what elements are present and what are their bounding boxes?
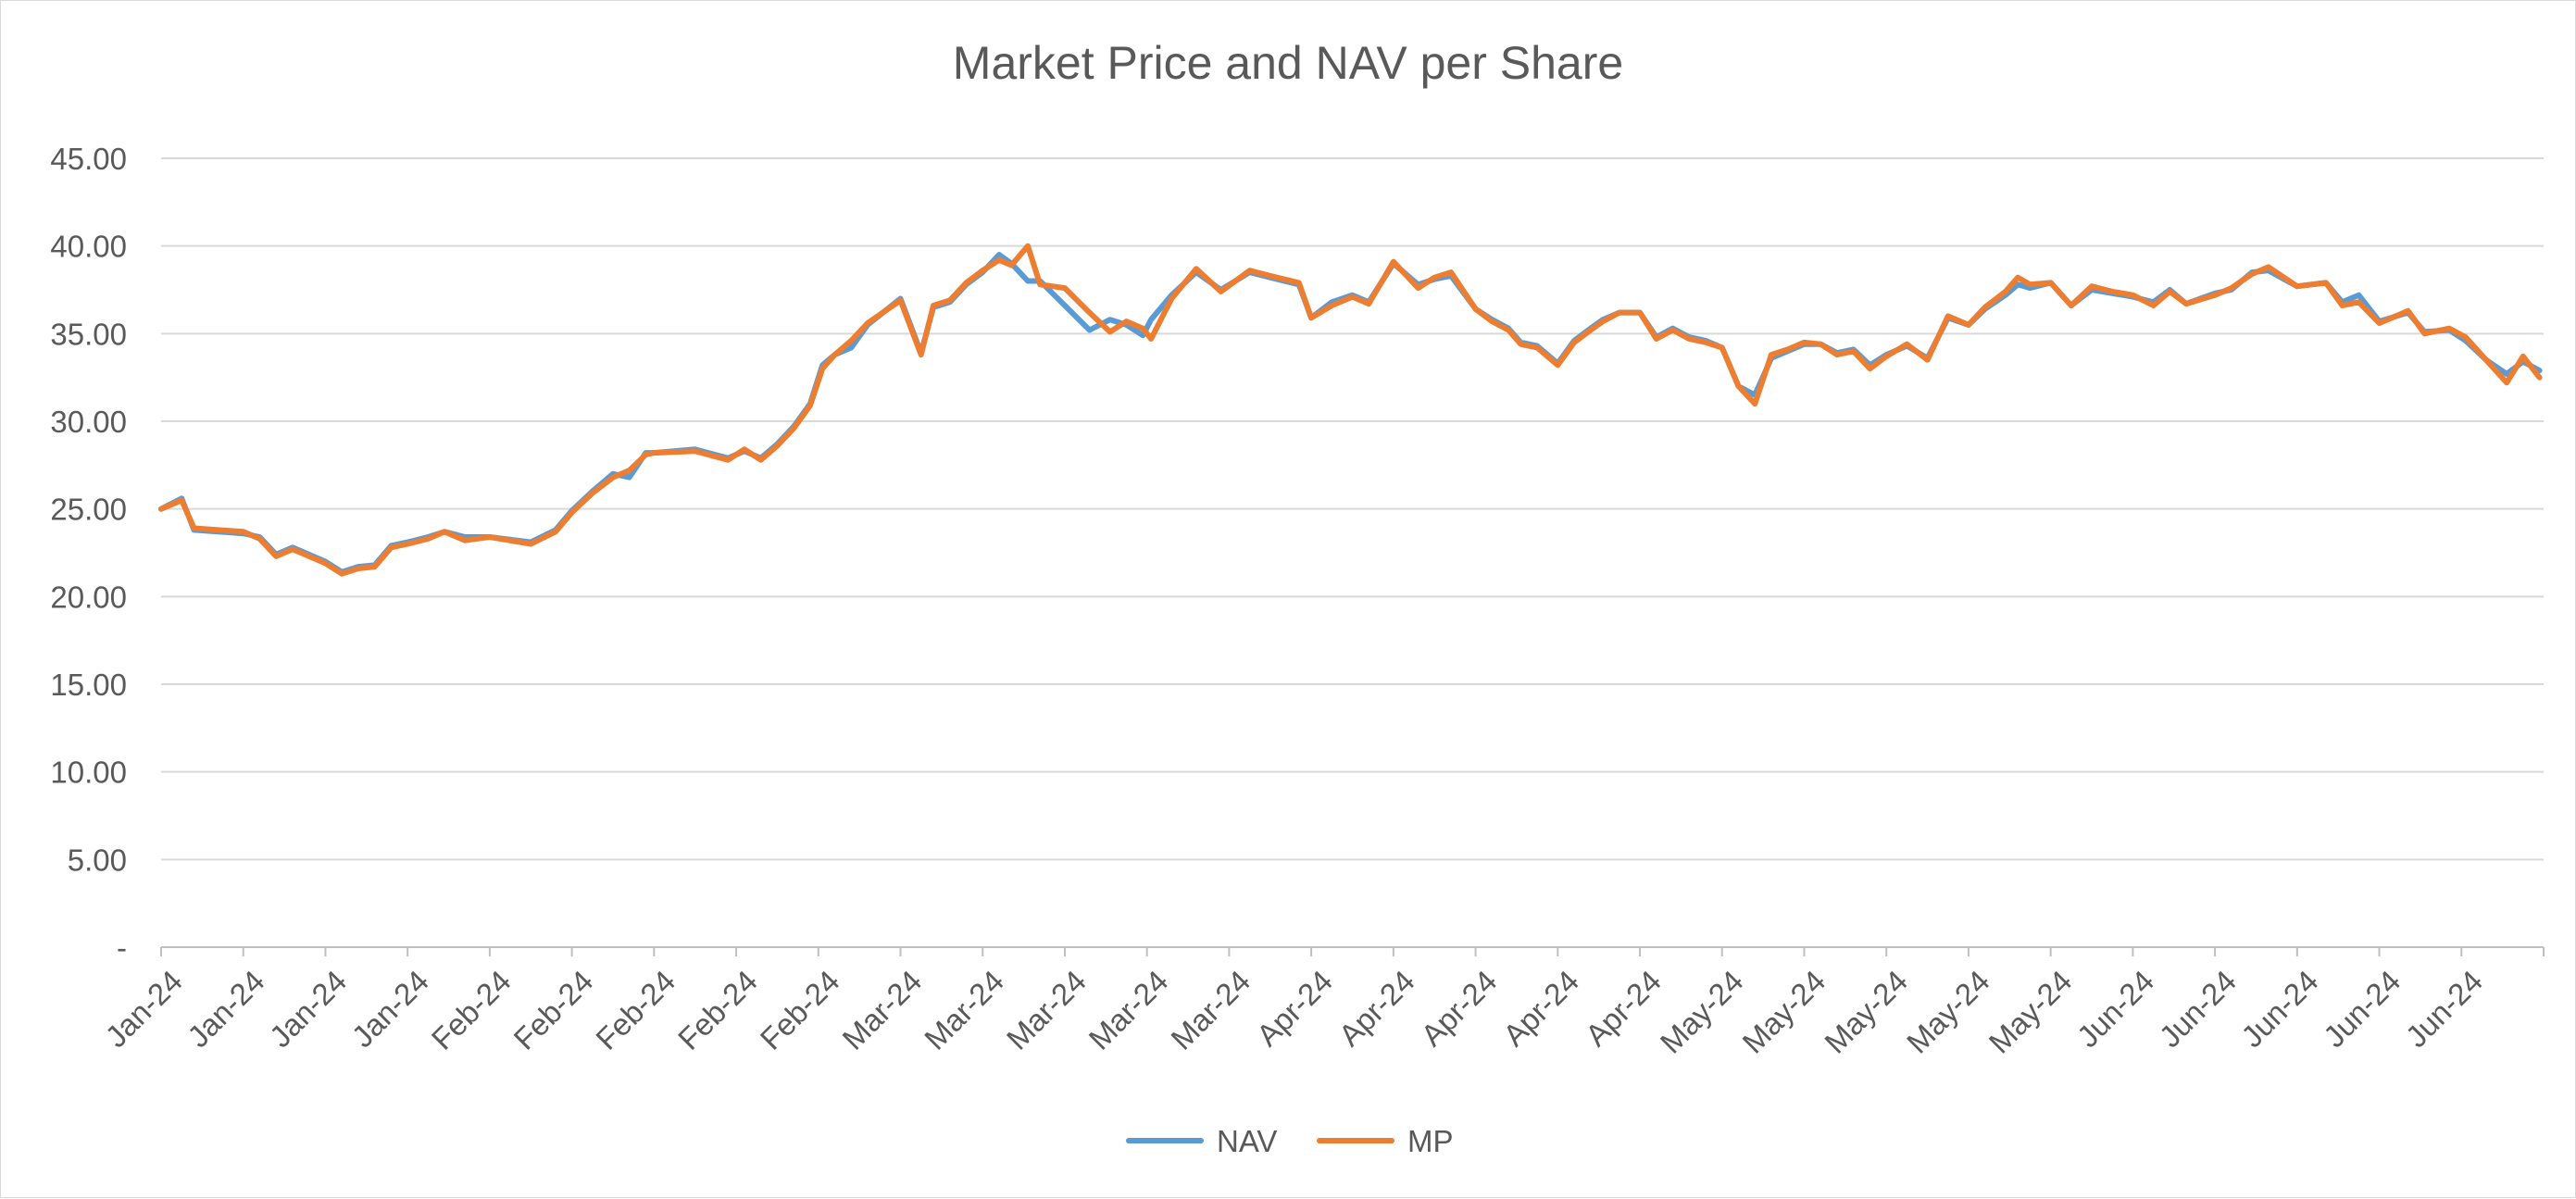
legend-label-nav: NAV [1217, 1124, 1277, 1158]
x-tick-label: Mar-24 [1000, 964, 1093, 1056]
x-tick-label: Mar-24 [835, 964, 928, 1056]
x-tick-label: Feb-24 [589, 964, 682, 1056]
series-line-mp [158, 243, 2543, 577]
y-tick-label: 35.00 [50, 317, 127, 351]
y-tick-label: 45.00 [50, 142, 127, 176]
x-axis-ticks: Jan-24Jan-24Jan-24Jan-24Feb-24Feb-24Feb-… [98, 964, 2489, 1060]
x-tick-label: Jan-24 [345, 964, 436, 1055]
y-tick-label: 20.00 [50, 580, 127, 614]
legend-label-mp: MP [1407, 1124, 1454, 1158]
y-tick-label: 5.00 [68, 843, 127, 877]
y-tick-label: 40.00 [50, 230, 127, 264]
x-tick-label: Apr-24 [1332, 964, 1421, 1053]
x-tick-label: May-24 [1735, 964, 1832, 1060]
x-tick-label: Feb-24 [754, 964, 846, 1056]
series-lines [158, 243, 2543, 577]
x-tick-label: Apr-24 [1496, 964, 1585, 1053]
x-tick-label: Jan-24 [181, 964, 271, 1055]
y-tick-label: 30.00 [50, 405, 127, 439]
y-axis-ticks: - 5.00 10.00 15.00 20.00 25.00 30.00 35.00 40.00… [50, 142, 127, 965]
x-axis [160, 946, 2545, 956]
y-tick-label: 25.00 [50, 493, 127, 527]
x-tick-label: May-24 [1818, 964, 1914, 1060]
x-tick-label: Feb-24 [425, 964, 518, 1056]
x-tick-label: Jun-24 [2153, 964, 2244, 1055]
x-tick-label: Feb-24 [671, 964, 764, 1056]
legend: NAV MP [1126, 1124, 1454, 1158]
x-tick-label: Jan-24 [98, 964, 189, 1055]
x-tick-label: Jan-24 [263, 964, 354, 1055]
x-tick-label: Mar-24 [918, 964, 1010, 1056]
x-tick-label: Jun-24 [2070, 964, 2161, 1055]
x-tick-label: Mar-24 [1082, 964, 1175, 1056]
y-tick-label: 15.00 [50, 668, 127, 702]
x-tick-label: Feb-24 [506, 964, 599, 1056]
x-tick-label: Apr-24 [1579, 964, 1668, 1053]
x-tick-label: Jun-24 [2317, 964, 2407, 1055]
x-tick-label: Apr-24 [1250, 964, 1339, 1053]
x-tick-label: Jun-24 [2234, 964, 2325, 1055]
x-tick-label: Apr-24 [1414, 964, 1503, 1053]
x-tick-label: May-24 [1654, 964, 1750, 1060]
y-tick-label: 10.00 [50, 756, 127, 790]
x-tick-label: May-24 [1900, 964, 1996, 1060]
x-tick-label: Jun-24 [2399, 964, 2490, 1055]
y-tick-label: - [117, 930, 127, 965]
gridlines [161, 157, 2544, 861]
chart-title: Market Price and NAV per Share [953, 37, 1623, 89]
x-tick-label: May-24 [1982, 964, 2079, 1060]
x-tick-label: Mar-24 [1164, 964, 1257, 1056]
